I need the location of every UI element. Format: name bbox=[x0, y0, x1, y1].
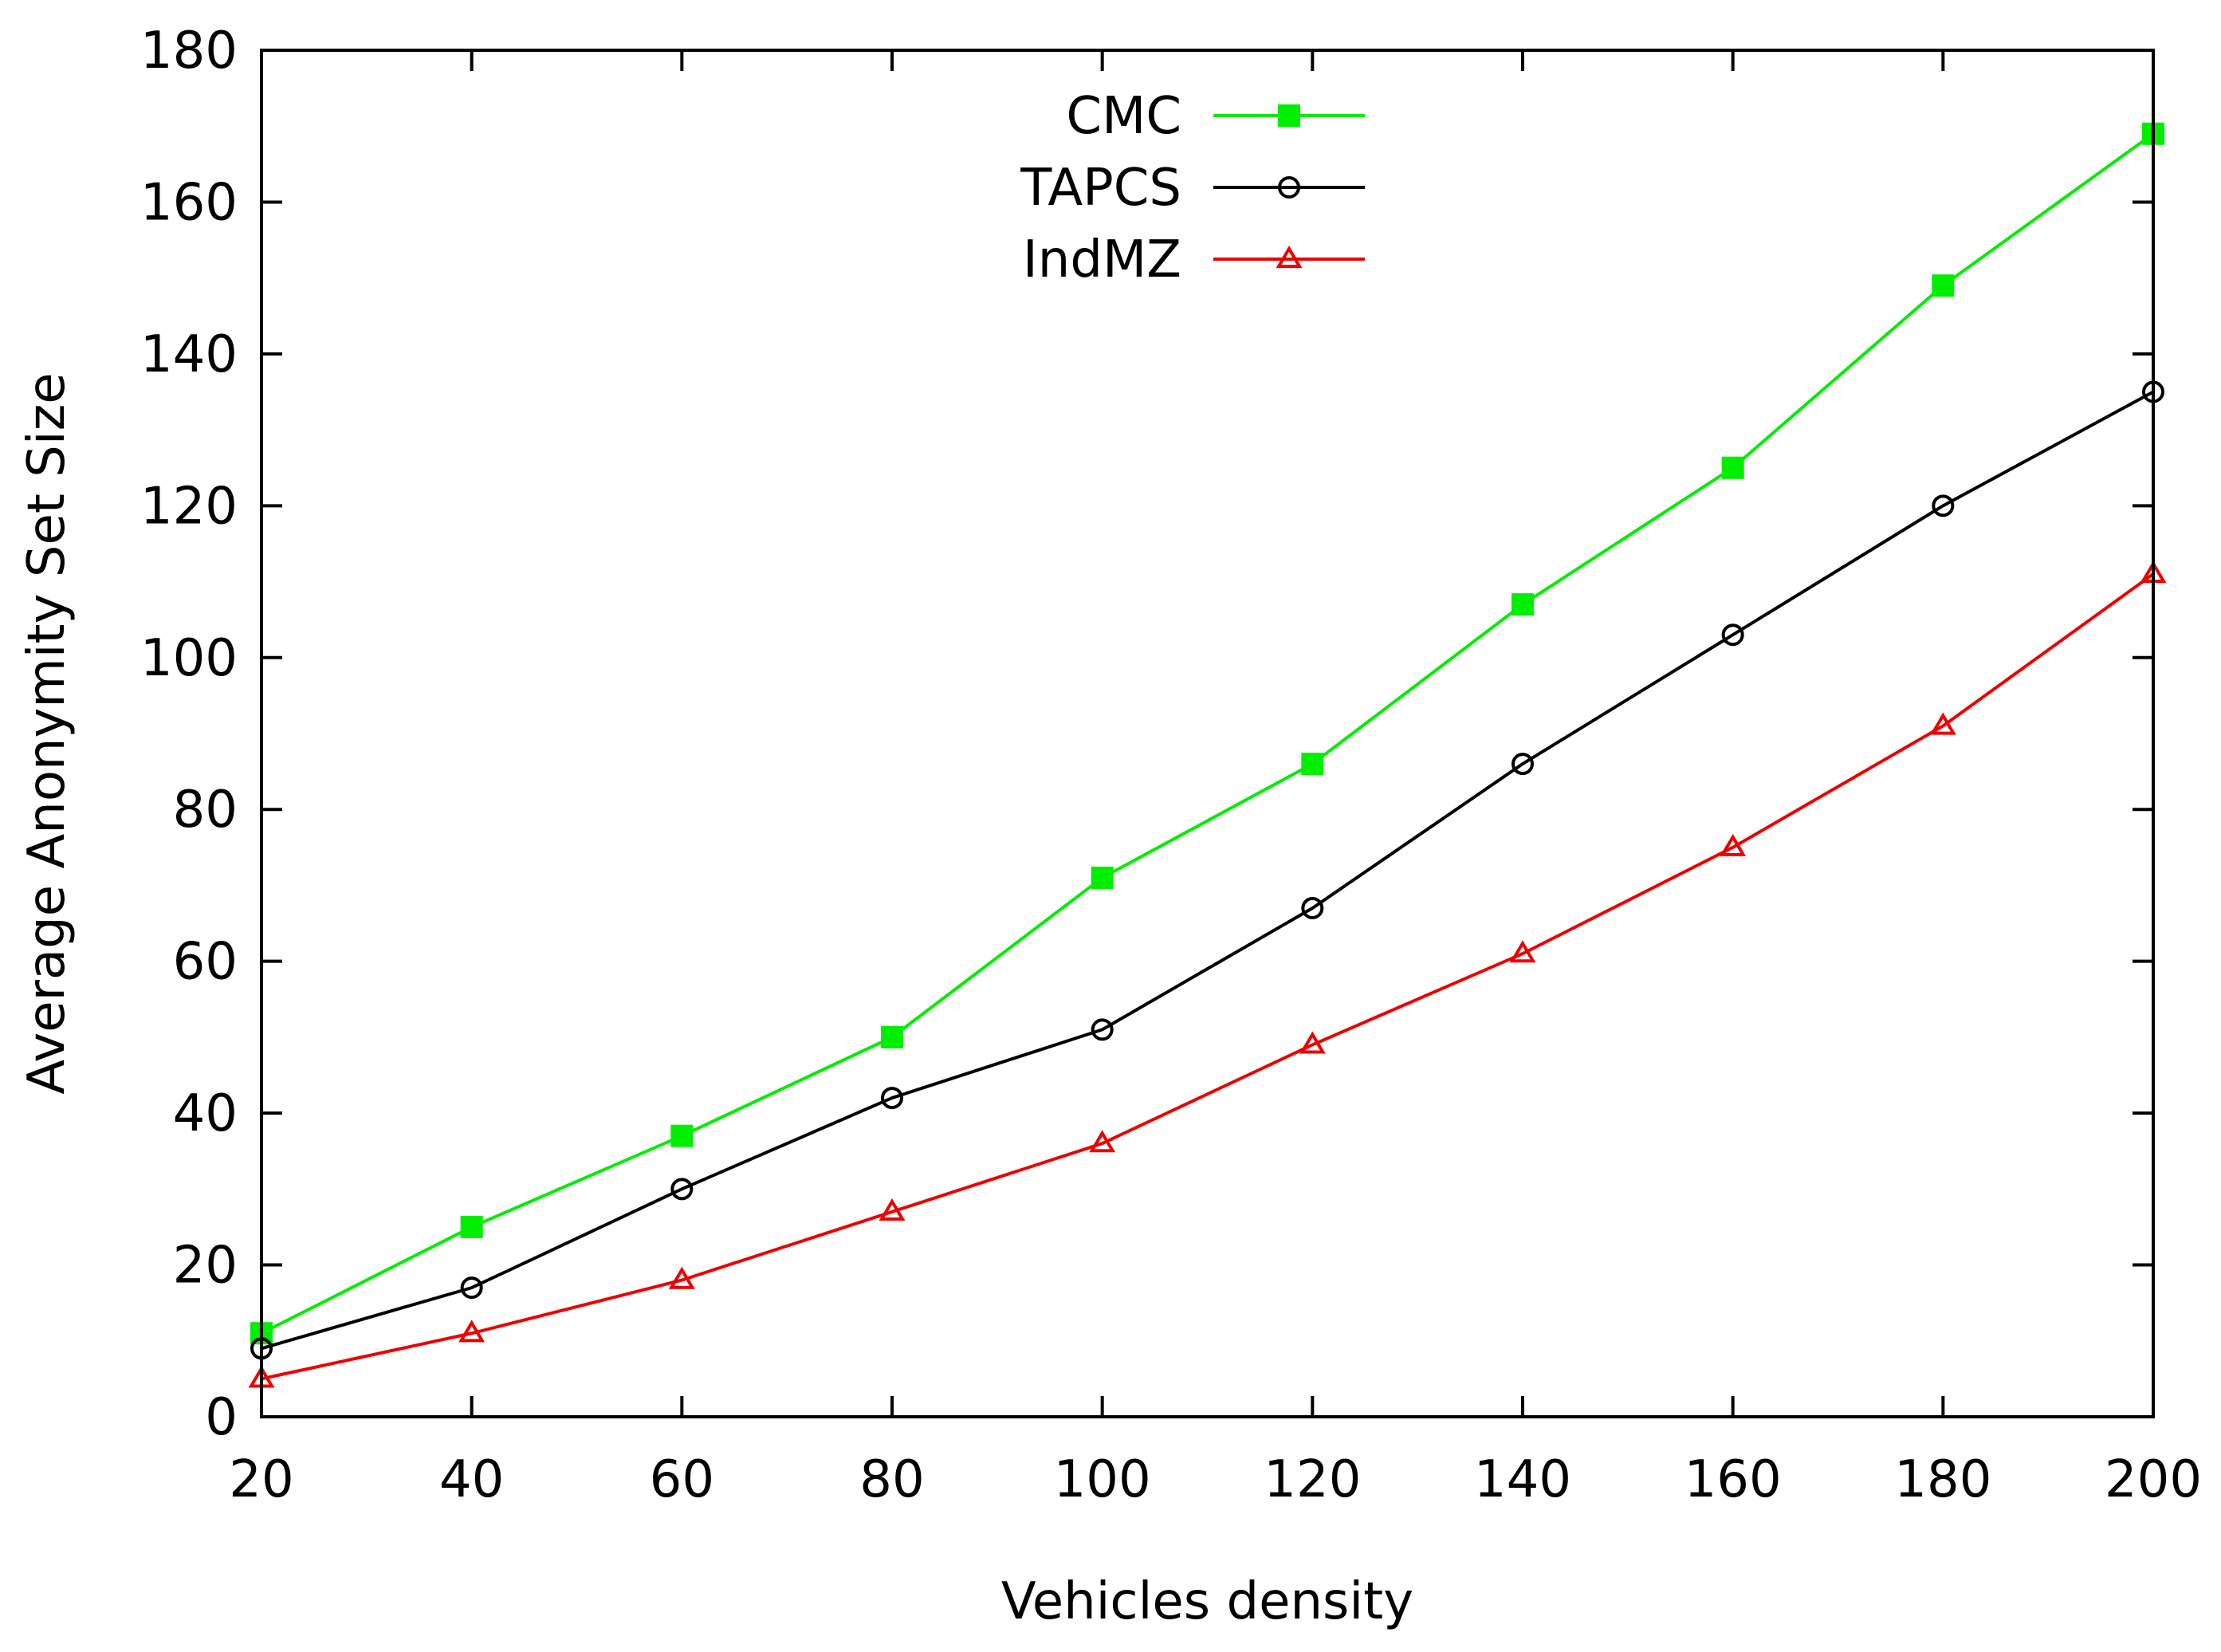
y-tick-label: 140 bbox=[140, 325, 238, 384]
x-tick-label: 120 bbox=[1264, 1450, 1361, 1509]
y-tick-label: 20 bbox=[173, 1237, 238, 1296]
series-layer bbox=[248, 122, 2167, 1388]
data-point-indmz bbox=[1929, 712, 1956, 735]
data-point-tapcs bbox=[1511, 753, 1534, 776]
data-point-indmz bbox=[668, 1266, 695, 1289]
y-tick-label: 100 bbox=[140, 629, 238, 688]
legend: CMC TAPCS IndMZ bbox=[1020, 87, 1365, 289]
data-point-indmz bbox=[1509, 940, 1536, 963]
series-line-cmc bbox=[261, 132, 2155, 1335]
legend-marker-tapcs bbox=[1278, 176, 1300, 199]
legend-marker-cmc bbox=[1278, 104, 1300, 127]
x-tick-label: 20 bbox=[229, 1450, 293, 1509]
x-tick-label: 100 bbox=[1054, 1450, 1151, 1509]
legend-marker-indmz bbox=[1276, 246, 1303, 269]
series-line-tapcs bbox=[261, 390, 2154, 1351]
data-point-indmz bbox=[879, 1198, 906, 1221]
data-point-cmc bbox=[1091, 866, 1114, 889]
legend-label-cmc: CMC bbox=[1066, 87, 1181, 146]
data-point-cmc bbox=[670, 1124, 694, 1147]
x-tick-label: 40 bbox=[439, 1450, 504, 1509]
data-point-indmz bbox=[1089, 1130, 1116, 1153]
data-point-cmc bbox=[1721, 456, 1744, 479]
x-axis-title: Vehicles density bbox=[1001, 1572, 1413, 1631]
data-point-tapcs bbox=[1301, 897, 1324, 920]
x-tick-label: 180 bbox=[1894, 1450, 1991, 1509]
legend-label-tapcs: TAPCS bbox=[1020, 159, 1181, 218]
y-tick-label: 0 bbox=[205, 1388, 238, 1447]
series-line-indmz bbox=[261, 572, 2155, 1381]
data-point-cmc bbox=[460, 1215, 483, 1238]
data-point-tapcs bbox=[1091, 1018, 1114, 1041]
y-tick-label: 40 bbox=[173, 1084, 238, 1143]
data-point-indmz bbox=[1299, 1031, 1326, 1054]
x-tick-label: 60 bbox=[650, 1450, 714, 1509]
data-point-cmc bbox=[881, 1025, 903, 1048]
data-point-cmc bbox=[1932, 274, 1955, 297]
data-point-tapcs bbox=[1932, 494, 1955, 517]
plot-frame bbox=[260, 49, 2155, 1418]
data-point-tapcs bbox=[1721, 623, 1744, 647]
x-tick-label: 160 bbox=[1684, 1450, 1782, 1509]
y-tick-label: 160 bbox=[140, 173, 238, 232]
x-tick-label: 140 bbox=[1474, 1450, 1571, 1509]
data-point-tapcs bbox=[460, 1276, 483, 1300]
series-indmz bbox=[248, 560, 2167, 1388]
y-tick-label: 180 bbox=[140, 22, 238, 81]
data-point-cmc bbox=[1511, 593, 1534, 616]
x-tick-label: 80 bbox=[859, 1450, 924, 1509]
y-tick-label: 60 bbox=[173, 933, 238, 992]
y-tick-label: 120 bbox=[140, 477, 238, 536]
y-tick-label: 80 bbox=[173, 781, 238, 840]
data-point-indmz bbox=[458, 1320, 485, 1343]
data-point-tapcs bbox=[670, 1178, 694, 1201]
data-point-tapcs bbox=[881, 1087, 903, 1110]
legend-label-indmz: IndMZ bbox=[1023, 230, 1181, 289]
y-axis-title: Average Anonymity Set Size bbox=[18, 372, 77, 1094]
data-point-cmc bbox=[1301, 753, 1324, 776]
data-point-indmz bbox=[1720, 833, 1747, 856]
x-tick-label: 200 bbox=[2105, 1450, 2202, 1509]
